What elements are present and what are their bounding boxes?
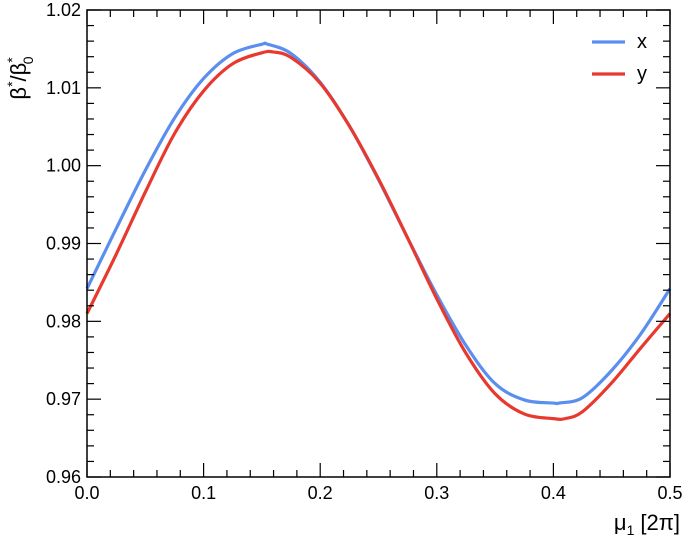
x-axis-title-base: μ <box>614 510 627 535</box>
x-tick-label: 0.2 <box>308 483 333 503</box>
y-tick-label: 1.00 <box>46 156 81 176</box>
y-axis-title-sub2: 0 <box>20 56 36 64</box>
series-line-x <box>85 41 672 406</box>
y-tick-label: 0.97 <box>46 389 81 409</box>
x-axis-title: μ1 [2π] <box>614 510 680 536</box>
plot-frame <box>86 9 671 478</box>
x-tick-label: 0.0 <box>74 483 99 503</box>
y-axis-title-sup: * <box>4 81 20 87</box>
y-tick-label: 0.98 <box>46 311 81 331</box>
legend-label-x: x <box>637 31 647 53</box>
x-tick-label: 0.5 <box>657 483 682 503</box>
y-axis-title-sep: / <box>6 74 31 81</box>
y-tick-label: 0.96 <box>46 467 81 487</box>
x-tick-label: 0.1 <box>191 483 216 503</box>
plot-area: 0.0 0.1 0.2 0.3 0.4 0.5 0.96 0.97 0.98 0.99 1.00 1.… <box>46 0 683 503</box>
x-tick-label: 0.3 <box>424 483 449 503</box>
legend-label-y: y <box>637 63 647 85</box>
y-axis-title: β*/β*0 <box>4 56 36 99</box>
y-axis-title-sup2: * <box>4 57 20 63</box>
x-tick-label: 0.4 <box>541 483 566 503</box>
x-axis-title-sub: 1 <box>627 522 635 536</box>
series-line-y <box>85 49 672 421</box>
x-axis-title-unit: [2π] <box>640 510 680 535</box>
y-tick-label: 0.99 <box>46 234 81 254</box>
y-tick-label: 1.01 <box>46 78 81 98</box>
y-axis-title-base2: β <box>6 63 31 76</box>
legend: xy <box>592 31 647 85</box>
y-axis-title-base: β <box>6 87 31 100</box>
y-tick-label: 1.02 <box>46 0 81 20</box>
